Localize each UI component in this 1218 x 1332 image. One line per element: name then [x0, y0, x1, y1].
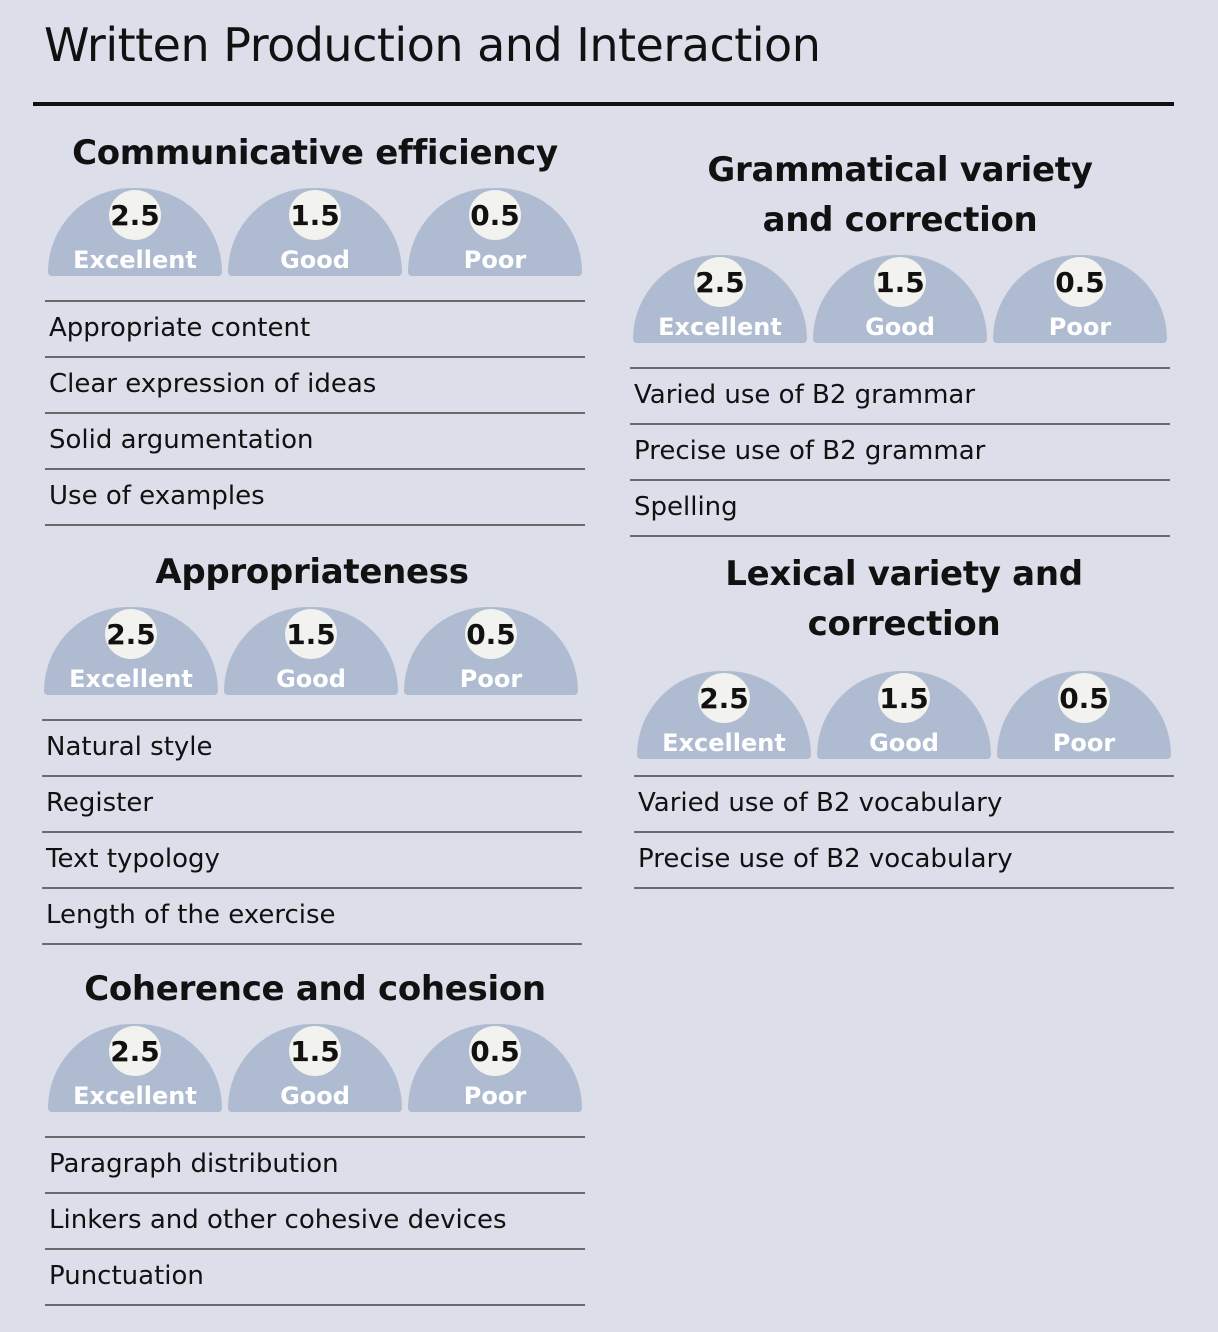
section-appropriateness: Appropriateness 2.5 Excellent 1.5 Good 0…	[42, 547, 582, 945]
criterion-item: Punctuation	[45, 1250, 585, 1306]
rating-good: 1.5 Good	[224, 607, 398, 695]
section-title-line: correction	[807, 604, 1001, 644]
score-badge: 1.5	[285, 609, 337, 659]
criterion-item: Length of the exercise	[42, 889, 582, 945]
criteria-list: Natural style Register Text typology Len…	[42, 719, 582, 945]
section-title: Coherence and cohesion	[84, 969, 546, 1009]
rating-scale: 2.5 Excellent 1.5 Good 0.5 Poor	[42, 605, 582, 695]
score-badge: 1.5	[878, 673, 930, 723]
level-label: Good	[276, 665, 346, 693]
criteria-list: Varied use of B2 grammar Precise use of …	[630, 367, 1170, 537]
criterion-item: Precise use of B2 grammar	[630, 425, 1170, 481]
level-label: Poor	[459, 665, 523, 693]
level-label: Good	[865, 313, 935, 341]
level-label: Excellent	[69, 665, 193, 693]
score-badge: 2.5	[109, 190, 161, 240]
level-label: Poor	[463, 1082, 527, 1110]
criterion-item: Register	[42, 777, 582, 833]
criteria-list: Appropriate content Clear expression of …	[45, 300, 585, 526]
rating-excellent: 2.5 Excellent	[633, 255, 807, 343]
rating-excellent: 2.5 Excellent	[637, 671, 811, 759]
level-label: Poor	[463, 246, 527, 274]
criterion-item: Precise use of B2 vocabulary	[634, 833, 1174, 889]
level-label: Good	[280, 1082, 350, 1110]
level-label: Poor	[1048, 313, 1112, 341]
rating-excellent: 2.5 Excellent	[48, 188, 222, 276]
score-badge: 0.5	[1058, 673, 1110, 723]
rating-excellent: 2.5 Excellent	[44, 607, 218, 695]
rating-scale: 2.5 Excellent 1.5 Good 0.5 Poor	[630, 253, 1170, 343]
title-divider	[33, 102, 1174, 106]
section-title-line: Lexical variety and	[725, 554, 1083, 594]
score-badge: 1.5	[289, 1026, 341, 1076]
section-grammatical-variety: Grammatical variety and correction 2.5 E…	[630, 145, 1170, 537]
rating-excellent: 2.5 Excellent	[48, 1024, 222, 1112]
section-title: Grammatical variety and correction	[630, 145, 1170, 245]
rating-scale: 2.5 Excellent 1.5 Good 0.5 Poor	[45, 186, 585, 276]
criterion-item: Varied use of B2 grammar	[630, 369, 1170, 425]
section-title-line: Grammatical variety	[707, 150, 1093, 190]
criterion-item: Natural style	[42, 721, 582, 777]
score-badge: 0.5	[465, 609, 517, 659]
criterion-item: Solid argumentation	[45, 414, 585, 470]
score-badge: 2.5	[698, 673, 750, 723]
rating-poor: 0.5 Poor	[997, 671, 1171, 759]
criterion-item: Spelling	[630, 481, 1170, 537]
level-label: Good	[280, 246, 350, 274]
score-badge: 0.5	[1054, 257, 1106, 307]
rating-good: 1.5 Good	[228, 188, 402, 276]
section-lexical-variety: Lexical variety and correction 2.5 Excel…	[634, 549, 1174, 889]
score-badge: 2.5	[105, 609, 157, 659]
score-badge: 1.5	[289, 190, 341, 240]
section-communicative-efficiency: Communicative efficiency 2.5 Excellent 1…	[45, 128, 585, 526]
level-label: Good	[869, 729, 939, 757]
rating-poor: 0.5 Poor	[408, 188, 582, 276]
criterion-item: Paragraph distribution	[45, 1138, 585, 1194]
page-title: Written Production and Interaction	[44, 18, 821, 72]
section-title: Appropriateness	[155, 552, 469, 592]
score-badge: 1.5	[874, 257, 926, 307]
score-badge: 2.5	[109, 1026, 161, 1076]
criterion-item: Linkers and other cohesive devices	[45, 1194, 585, 1250]
level-label: Poor	[1052, 729, 1116, 757]
criterion-item: Text typology	[42, 833, 582, 889]
level-label: Excellent	[662, 729, 786, 757]
section-title: Communicative efficiency	[72, 133, 558, 173]
rating-scale: 2.5 Excellent 1.5 Good 0.5 Poor	[45, 1022, 585, 1112]
level-label: Excellent	[658, 313, 782, 341]
section-title-line: and correction	[762, 200, 1038, 240]
score-badge: 0.5	[469, 1026, 521, 1076]
level-label: Excellent	[73, 246, 197, 274]
criteria-list: Paragraph distribution Linkers and other…	[45, 1136, 585, 1306]
criteria-list: Varied use of B2 vocabulary Precise use …	[634, 775, 1174, 889]
rating-poor: 0.5 Poor	[404, 607, 578, 695]
score-badge: 0.5	[469, 190, 521, 240]
rating-poor: 0.5 Poor	[408, 1024, 582, 1112]
rating-good: 1.5 Good	[813, 255, 987, 343]
score-badge: 2.5	[694, 257, 746, 307]
section-title: Lexical variety and correction	[634, 549, 1174, 649]
level-label: Excellent	[73, 1082, 197, 1110]
criterion-item: Clear expression of ideas	[45, 358, 585, 414]
rating-scale: 2.5 Excellent 1.5 Good 0.5 Poor	[634, 669, 1174, 759]
criterion-item: Varied use of B2 vocabulary	[634, 777, 1174, 833]
rating-good: 1.5 Good	[228, 1024, 402, 1112]
criterion-item: Use of examples	[45, 470, 585, 526]
criterion-item: Appropriate content	[45, 302, 585, 358]
rating-poor: 0.5 Poor	[993, 255, 1167, 343]
rating-good: 1.5 Good	[817, 671, 991, 759]
section-coherence-cohesion: Coherence and cohesion 2.5 Excellent 1.5…	[45, 964, 585, 1306]
